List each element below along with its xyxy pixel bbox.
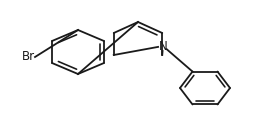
Text: N: N bbox=[159, 40, 167, 52]
Text: Br: Br bbox=[22, 51, 35, 63]
